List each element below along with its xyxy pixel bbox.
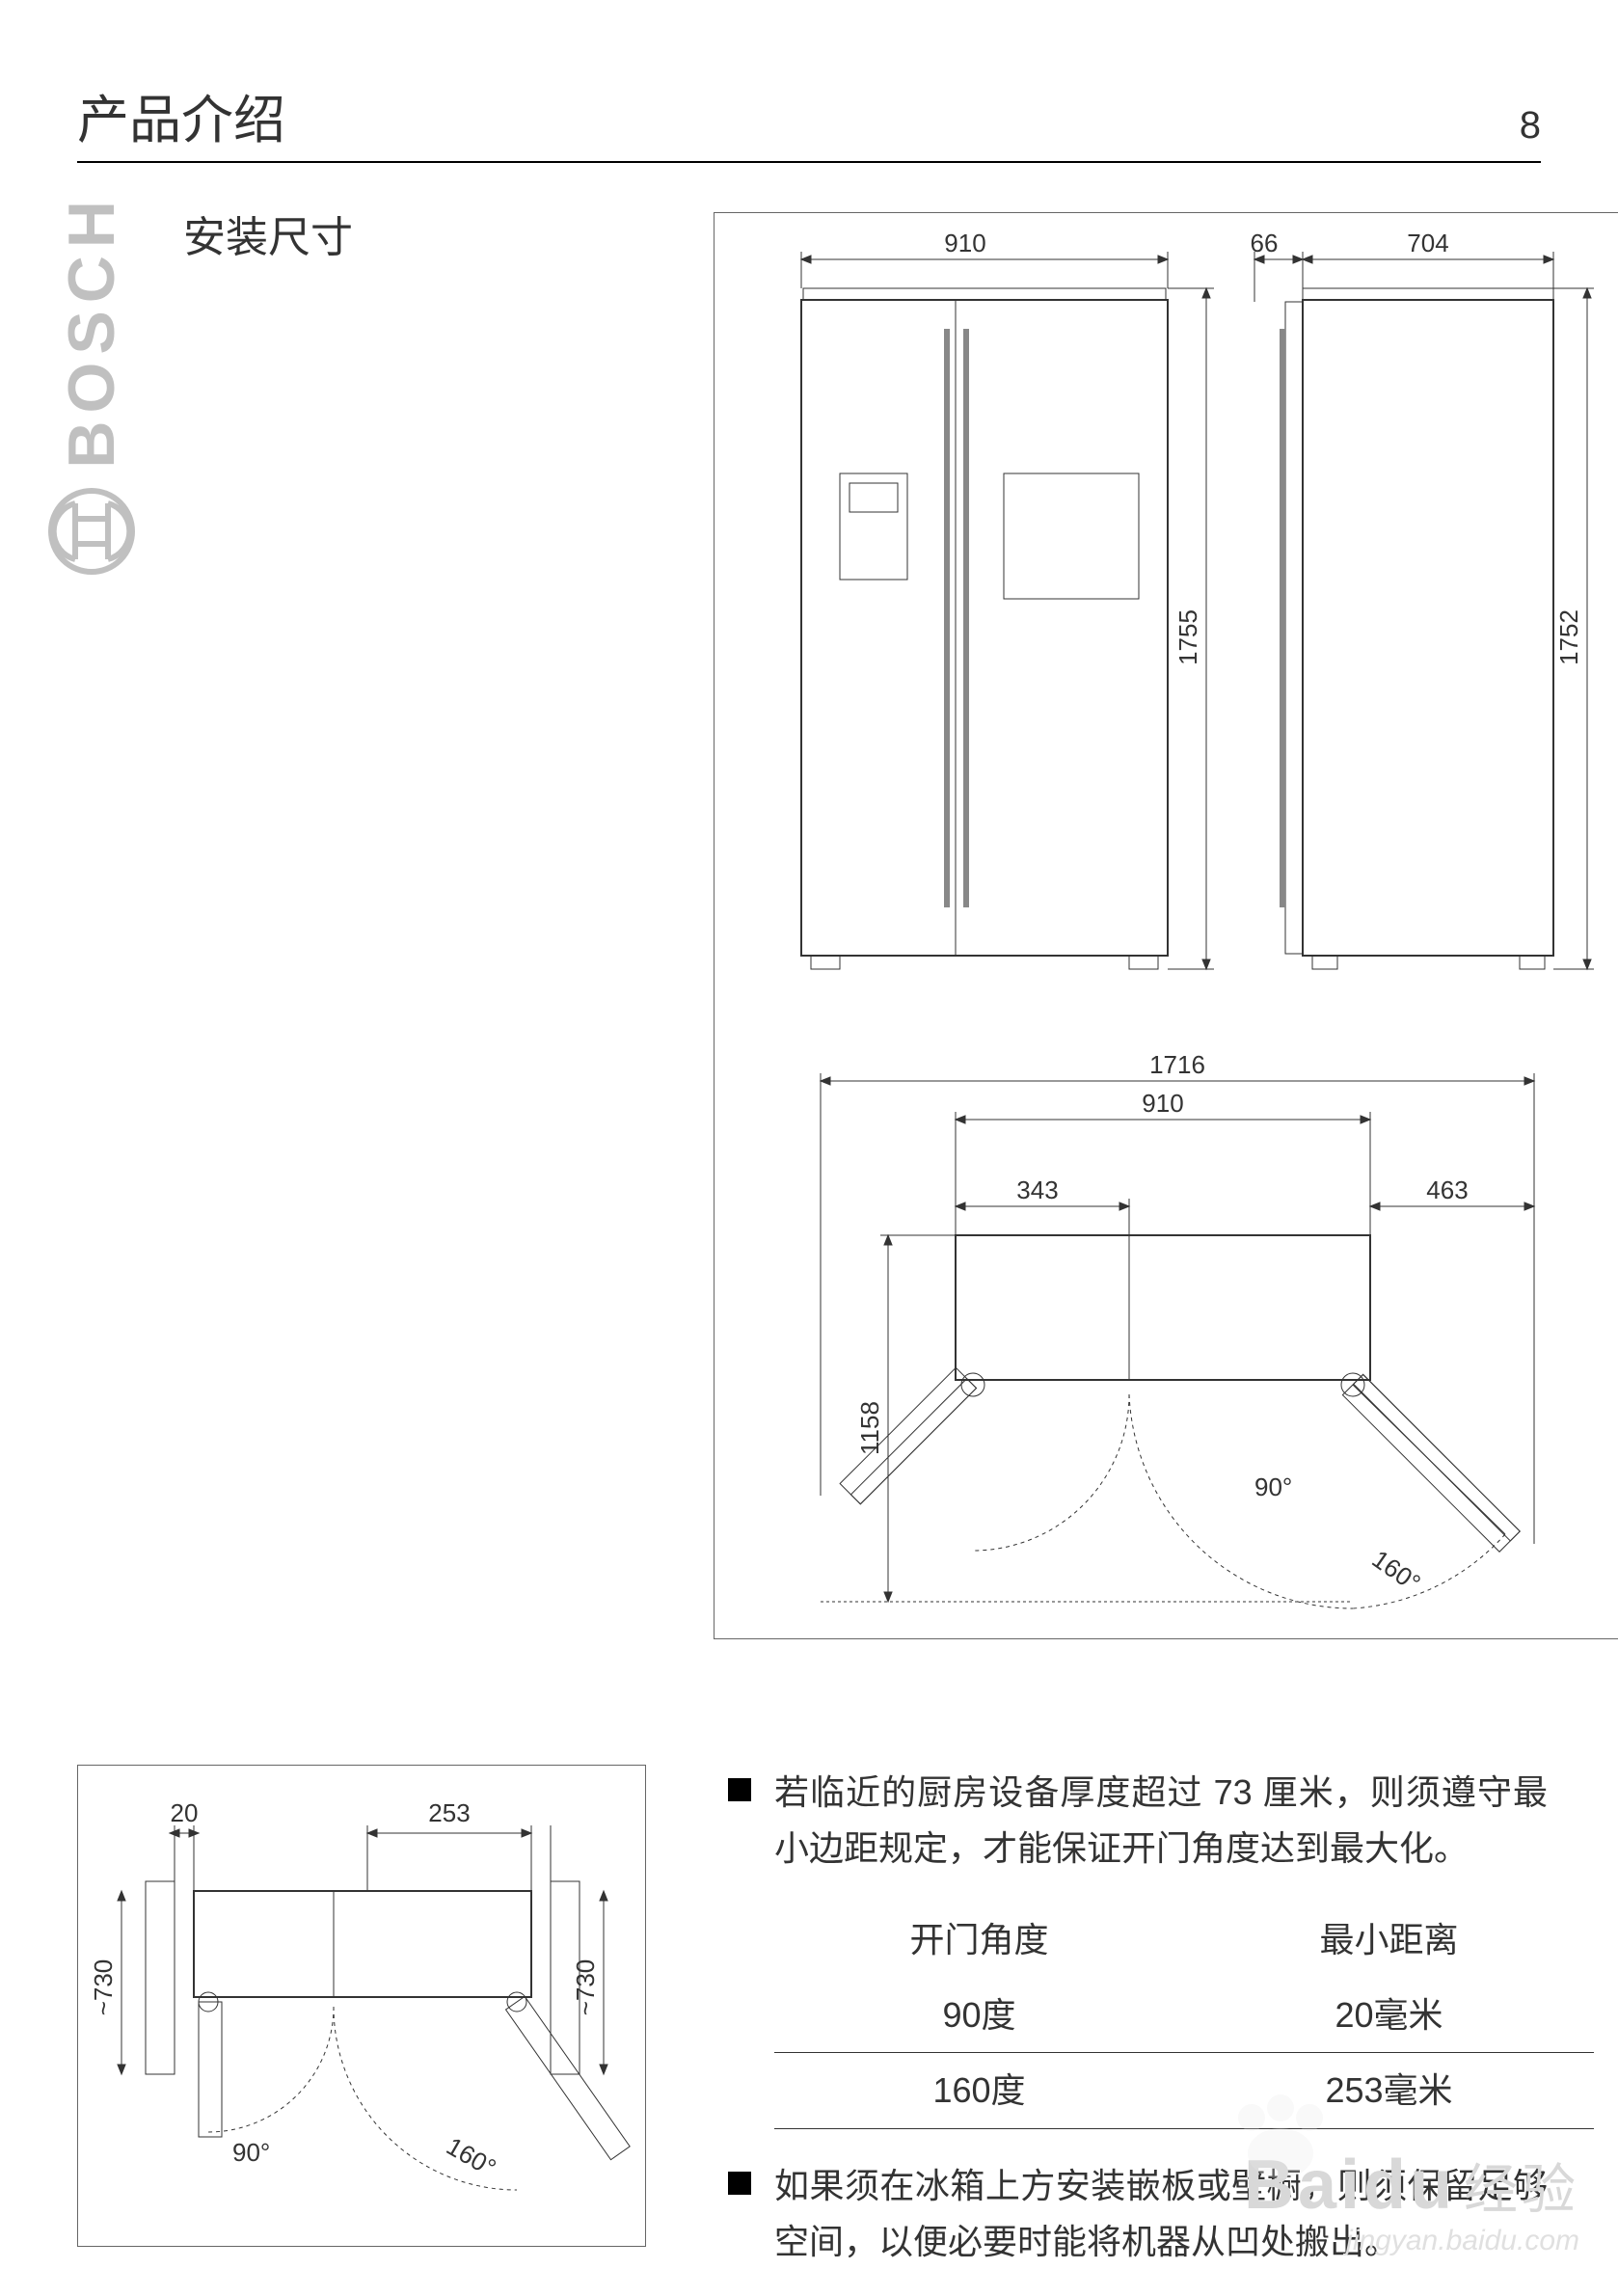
table-row: 160度 253毫米 (774, 2053, 1594, 2129)
bosch-logo-icon (48, 488, 135, 575)
side-view: 66 704 1752 (1251, 229, 1594, 969)
note-1-text: 若临近的厨房设备厚度超过 73 厘米，则须遵守最小边距规定，才能保证开门角度达到… (774, 1765, 1548, 1876)
table-col-angle: 开门角度 (774, 1903, 1184, 1978)
brand-wordmark: BOSCH (54, 193, 129, 469)
top-view: 90° 160° 1716 910 343 (821, 1050, 1618, 1640)
bullet-icon (728, 1778, 751, 1801)
dim-top-depth: 1158 (855, 1401, 884, 1455)
dim-small-160: 160° (442, 2131, 501, 2182)
section-subtitle: 安装尺寸 (183, 203, 353, 264)
watermark-cn: 经验 (1464, 2159, 1579, 2220)
dim-small-depth-l: ~730 (89, 1959, 118, 2016)
dim-front-width: 910 (944, 229, 985, 257)
note-1: 若临近的厨房设备厚度超过 73 厘米，则须遵守最小边距规定，才能保证开门角度达到… (728, 1765, 1548, 1876)
dim-front-height: 1755 (1173, 609, 1202, 665)
front-view: 910 1755 (801, 229, 1214, 969)
page-title: 产品介绍 (77, 77, 285, 153)
dim-top-total: 1716 (1149, 1050, 1205, 1079)
bullet-icon (728, 2172, 751, 2195)
dim-top-right: 463 (1426, 1175, 1468, 1204)
main-dimension-diagram: 910 1755 66 (714, 212, 1618, 1639)
table-row: 90度 20毫米 (774, 1978, 1594, 2053)
watermark: Baidu经验 jingyan.baidu.com (1244, 2146, 1579, 2257)
paw-icon (1223, 2093, 1338, 2190)
dim-top-left: 343 (1016, 1175, 1058, 1204)
dim-small-depth-r: ~730 (571, 1959, 600, 2016)
dim-small-90: 90° (232, 2138, 270, 2167)
watermark-url: jingyan.baidu.com (1244, 2225, 1579, 2257)
dim-angle-90: 90° (1254, 1472, 1292, 1501)
dim-small-20: 20 (171, 1798, 199, 1827)
dim-angle-160: 160° (1367, 1544, 1426, 1597)
dim-top-body: 910 (1142, 1089, 1183, 1118)
dim-side-height: 1752 (1554, 609, 1583, 665)
page-header: 产品介绍 8 (77, 77, 1541, 163)
page-number: 8 (1520, 104, 1541, 148)
brand-column: BOSCH (48, 193, 135, 575)
dim-small-253: 253 (428, 1798, 470, 1827)
dim-side-depth: 704 (1407, 229, 1448, 257)
dim-side-gap: 66 (1251, 229, 1279, 257)
table-col-dist: 最小距离 (1184, 1903, 1594, 1978)
clearance-diagram: 90° 160° 20 253 ~730 ~730 (77, 1765, 646, 2247)
clearance-table: 开门角度 最小距离 90度 20毫米 160度 253毫米 (774, 1903, 1594, 2129)
